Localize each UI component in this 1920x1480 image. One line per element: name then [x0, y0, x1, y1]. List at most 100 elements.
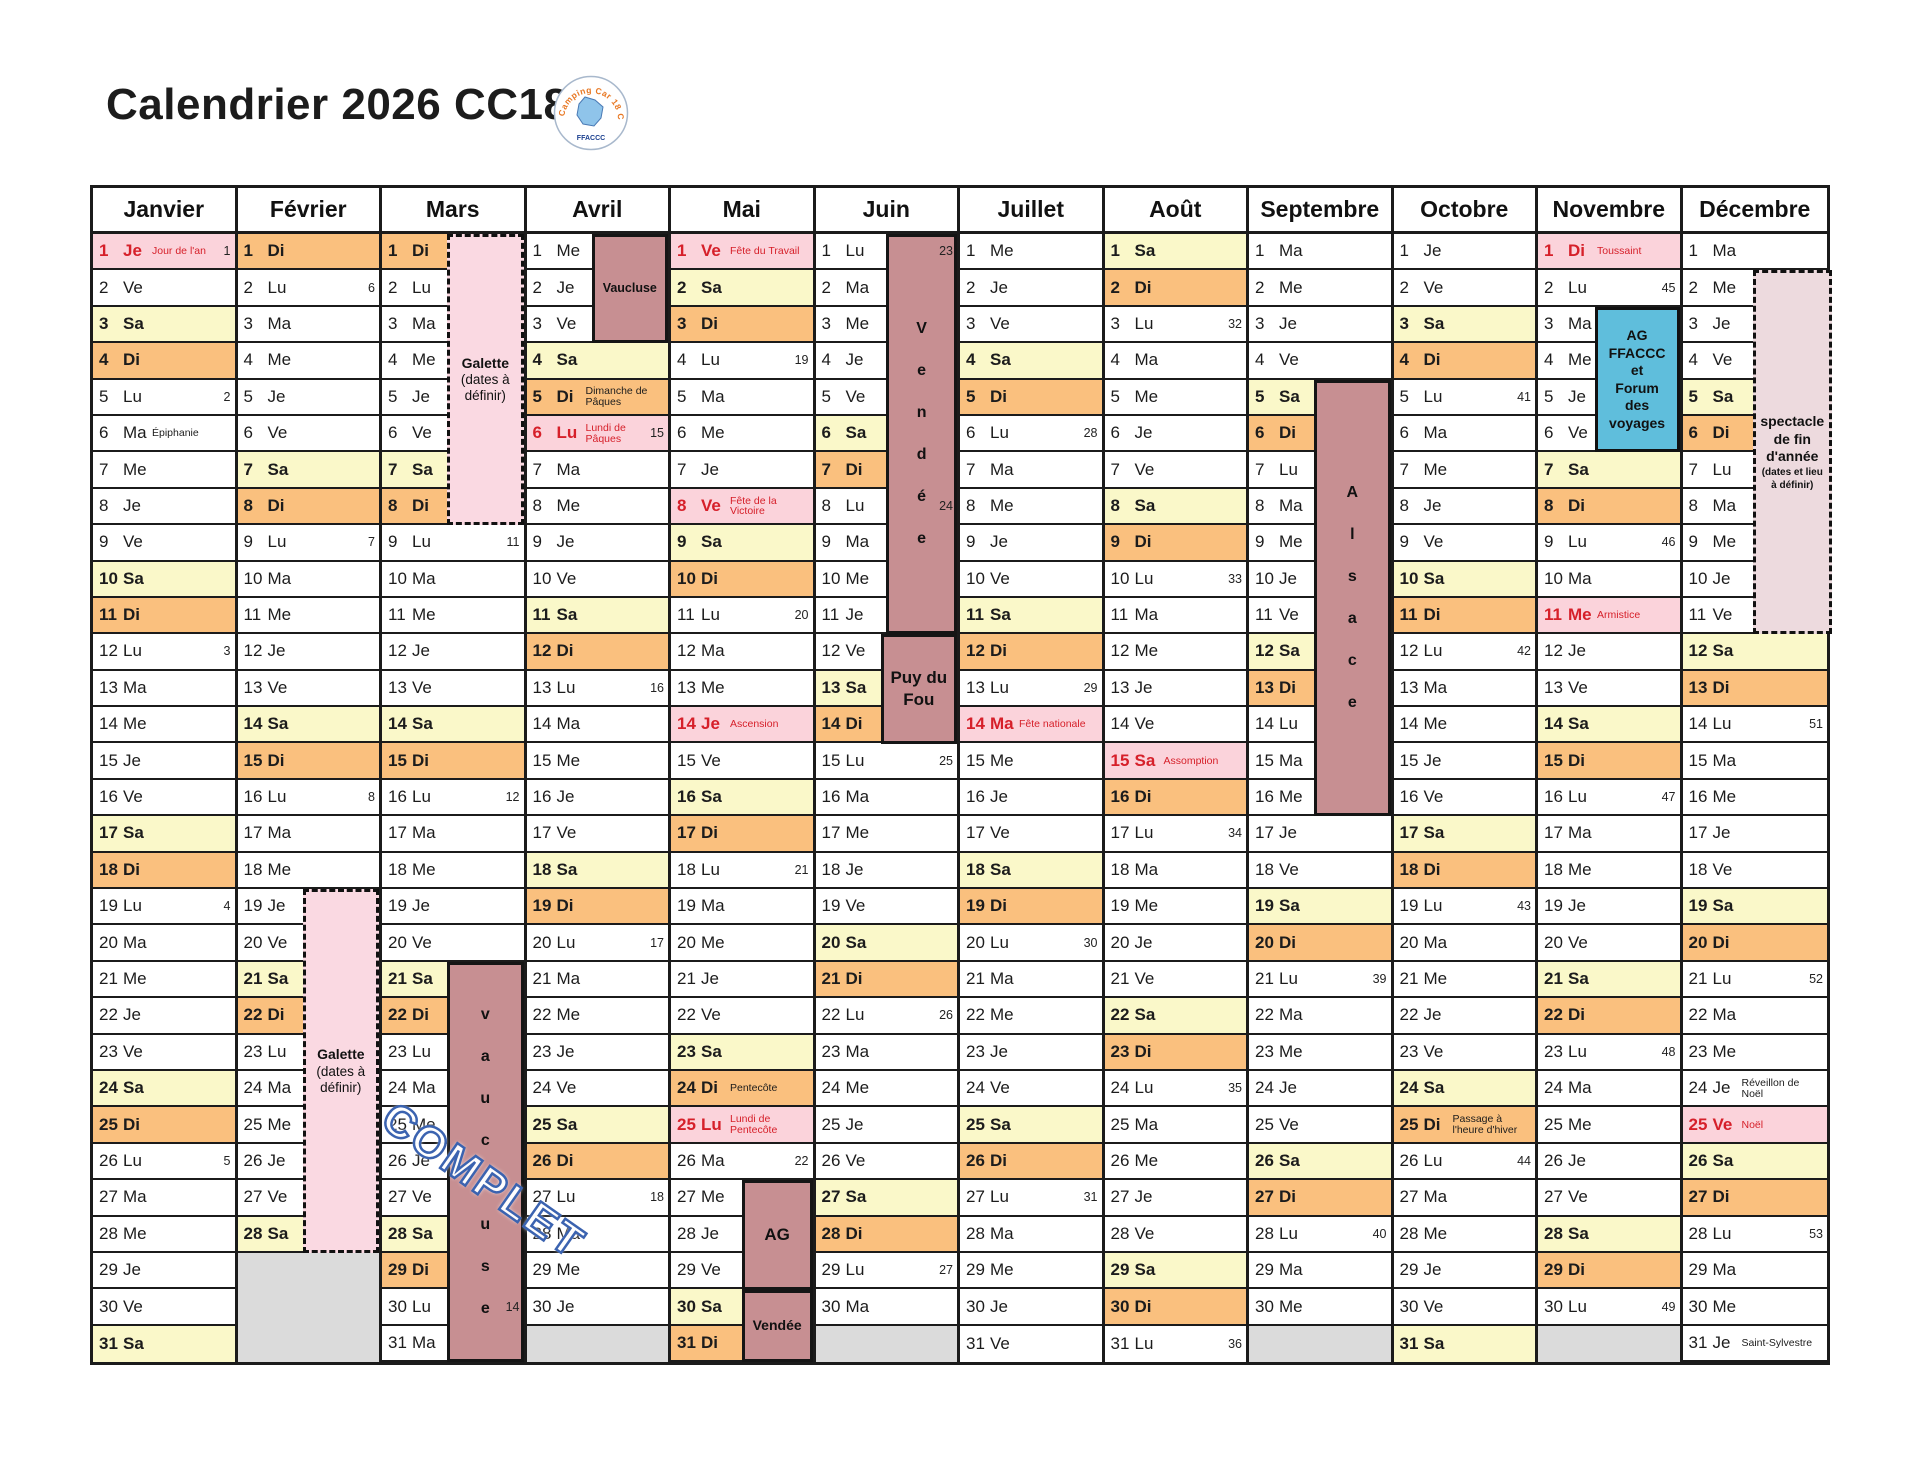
day-number: 15 — [243, 750, 263, 770]
day-number: 16 — [1544, 787, 1563, 807]
event-overlay-ag-ffaccc-novembre: AG FFACCC et Forum des voyages — [1594, 306, 1680, 453]
france-map-icon — [576, 96, 604, 127]
day-number: 29 — [821, 1260, 841, 1280]
day-abbrev: Ma — [1423, 1187, 1448, 1207]
day-number: 3 — [1399, 313, 1409, 333]
overlay-label: voyages — [1609, 414, 1666, 431]
day-number: 6 — [1399, 423, 1409, 443]
day-cell: 15 Je — [93, 743, 235, 780]
day-abbrev: Sa — [1712, 896, 1734, 916]
day-number: 24 — [821, 1078, 841, 1098]
day-number: 13 — [388, 677, 407, 697]
month-column-février: Février 1 Di 2 Lu 6 3 Ma 4 Me 5 Je 6 Ve 7 Sa 8 Di 9 Lu 7 10 Ma… — [237, 188, 382, 1363]
day-abbrev: Ma — [556, 714, 581, 734]
day-cell: 30 Me — [1682, 1289, 1827, 1326]
day-abbrev: Je — [990, 787, 1008, 807]
day-cell: 9 Ve — [93, 525, 235, 562]
day-number: 6 — [99, 423, 109, 443]
day-number: 29 — [1110, 1260, 1130, 1280]
day-abbrev: Di — [412, 495, 429, 515]
day-number: 24 — [1255, 1078, 1274, 1098]
day-cell: 29 Ma — [1249, 1252, 1391, 1290]
day-abbrev: Ve — [990, 1078, 1010, 1098]
day-number: 9 — [532, 532, 542, 552]
day-abbrev: Sa — [1134, 750, 1156, 770]
day-number: 4 — [388, 350, 398, 370]
day-abbrev: Ma — [412, 1078, 436, 1098]
week-number: 1 — [223, 244, 231, 259]
day-number: 1 — [1399, 241, 1409, 261]
week-number: 43 — [1517, 899, 1531, 914]
day-number: 8 — [243, 495, 253, 515]
day-abbrev: Di — [990, 1150, 1007, 1170]
day-abbrev: Je — [845, 350, 864, 370]
day-number: 15 — [1110, 750, 1130, 770]
day-abbrev: Me — [1423, 1223, 1448, 1243]
day-abbrev: Lu — [990, 677, 1009, 697]
day-abbrev: Sa — [123, 1078, 144, 1098]
day-abbrev: Ve — [845, 386, 866, 406]
month-header: Avril — [526, 188, 668, 234]
day-abbrev: Ma — [1568, 313, 1592, 333]
day-number: 3 — [243, 313, 253, 333]
day-abbrev: Je — [123, 1005, 141, 1025]
day-abbrev: Ma — [1279, 1005, 1303, 1025]
day-cell: 13 Me — [671, 670, 813, 708]
day-number: 9 — [821, 532, 831, 552]
day-number: 28 — [388, 1223, 407, 1243]
day-abbrev: Ve — [701, 241, 721, 261]
day-cell: 30 Ve — [1393, 1289, 1535, 1326]
day-abbrev: Ve — [123, 532, 143, 552]
month-column-octobre: Octobre 1 Je 2 Ve 3 Sa 4 Di 5 Lu 41 6 Ma 7 Me 8 Je 9 Ve 10 Sa… — [1393, 188, 1538, 1363]
day-abbrev: Ma — [1423, 677, 1448, 697]
day-abbrev: Me — [1712, 277, 1737, 297]
day-cell: 18 Ve — [1249, 852, 1391, 890]
day-cell: 31 Je Saint-Sylvestre — [1682, 1325, 1827, 1363]
day-cell: 20 Di — [1682, 925, 1827, 962]
day-number: 5 — [1255, 386, 1265, 406]
day-abbrev: Di — [1134, 277, 1152, 297]
day-number: 26 — [1255, 1150, 1274, 1170]
day-cell: 1 Me — [960, 234, 1102, 271]
day-abbrev: Di — [701, 1332, 718, 1352]
day-cell: 16 Lu 47 — [1538, 779, 1680, 817]
day-number: 21 — [532, 969, 552, 988]
week-number: 51 — [1809, 717, 1823, 732]
day-cell: 6 Je — [1104, 415, 1246, 453]
day-abbrev: Di — [1134, 1296, 1152, 1316]
empty-day-cell — [237, 1252, 379, 1290]
day-cell: 19 Je — [382, 889, 524, 926]
day-cell: 27 Lu 18 — [526, 1180, 668, 1217]
day-number: 22 — [1255, 1005, 1274, 1025]
day-number: 13 — [99, 677, 118, 697]
day-abbrev: Lu — [701, 350, 720, 370]
day-number: 4 — [243, 350, 253, 370]
day-abbrev: Lu — [556, 423, 578, 443]
day-abbrev: Je — [412, 896, 430, 916]
day-cell: 14 Ve — [1104, 707, 1246, 744]
day-abbrev: Ma — [701, 641, 725, 661]
day-abbrev: Sa — [990, 1114, 1011, 1134]
day-abbrev: Me — [556, 241, 581, 261]
overlay-letter: v — [480, 1006, 490, 1024]
day-number: 7 — [388, 459, 398, 479]
day-cell: 19 Di — [526, 889, 668, 926]
day-abbrev: Me — [845, 313, 870, 333]
day-abbrev: Je — [1134, 932, 1153, 952]
day-cell: 19 Me — [1104, 889, 1246, 926]
day-number: 14 — [1688, 714, 1708, 734]
month-column-janvier: Janvier 1 Je Jour de l'an 1 2 Ve 3 Sa 4 Di 5 Lu 2 6 Ma É… — [93, 188, 238, 1363]
day-abbrev: Me — [267, 1114, 292, 1134]
week-number: 23 — [939, 244, 953, 259]
day-abbrev: Je — [556, 532, 575, 552]
holiday-note: Lundi de Pâques — [585, 421, 626, 445]
day-abbrev: Ma — [412, 823, 436, 843]
day-number: 28 — [243, 1223, 263, 1243]
day-cell: 21 Me — [1393, 961, 1535, 999]
day-cell: 27 Je — [1104, 1180, 1246, 1217]
week-number: 35 — [1228, 1081, 1242, 1096]
overlay-label: et — [1630, 362, 1644, 379]
day-abbrev: Sa — [412, 969, 433, 988]
week-number: 40 — [1372, 1226, 1387, 1241]
day-number: 21 — [966, 969, 985, 988]
